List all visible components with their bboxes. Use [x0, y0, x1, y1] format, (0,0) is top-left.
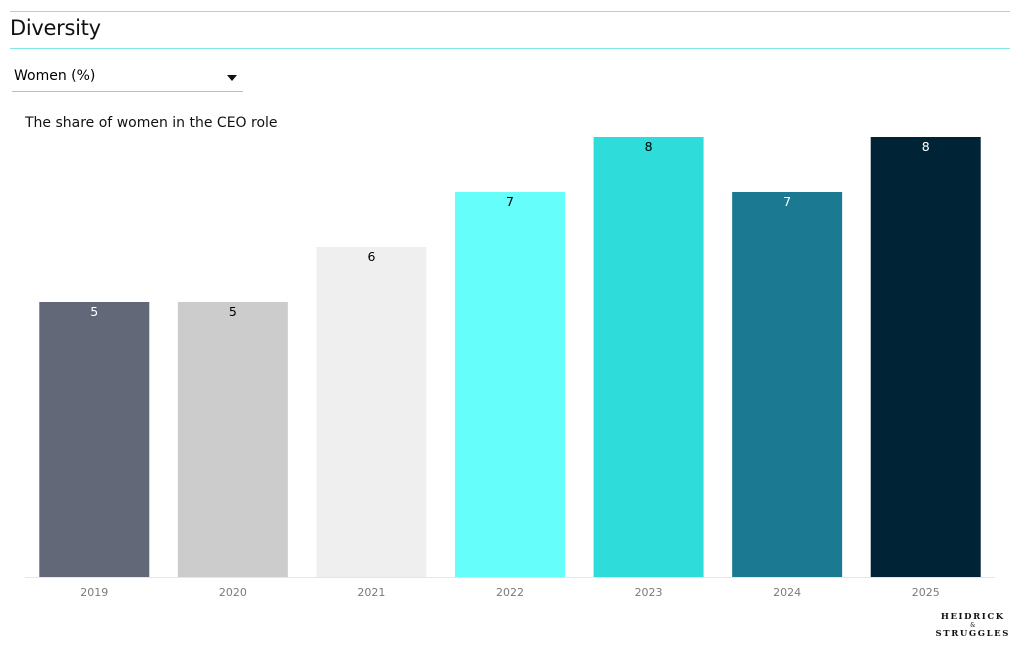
bar-2021[interactable]	[316, 247, 427, 577]
bar-2024[interactable]	[732, 192, 843, 577]
data-label-2021: 6	[367, 249, 375, 264]
data-label-2022: 7	[506, 194, 514, 209]
data-label-2025: 8	[922, 139, 930, 154]
logo-line-1: HEIDRICK	[940, 612, 1005, 622]
title-divider	[10, 48, 1010, 49]
data-label-2023: 8	[645, 139, 653, 154]
x-tick-label-2025: 2025	[912, 586, 940, 599]
metric-dropdown[interactable]: Women (%)	[12, 66, 243, 92]
section-title: Diversity	[10, 16, 101, 40]
caret-down-icon	[227, 75, 237, 81]
chart-title: The share of women in the CEO role	[25, 115, 278, 131]
x-tick-label-2020: 2020	[219, 586, 247, 599]
top-divider	[10, 11, 1010, 12]
heidrick-struggles-logo: HEIDRICK & STRUGGLES	[936, 613, 1010, 638]
bar-2022[interactable]	[455, 192, 565, 577]
bar-2020[interactable]	[177, 302, 288, 577]
bar-2025[interactable]	[870, 137, 981, 577]
data-label-2019: 5	[90, 304, 98, 319]
logo-line-2: &	[970, 621, 976, 629]
x-tick-label-2022: 2022	[496, 586, 524, 599]
x-tick-label-2021: 2021	[357, 586, 385, 599]
x-tick-label-2019: 2019	[80, 586, 108, 599]
bar-2019[interactable]	[39, 302, 150, 577]
logo-line-3: STRUGGLES	[935, 628, 1010, 639]
x-tick-label-2023: 2023	[635, 586, 663, 599]
metric-dropdown-value: Women (%)	[14, 68, 96, 84]
bar-2023[interactable]	[593, 137, 704, 577]
data-label-2024: 7	[783, 194, 791, 209]
data-label-2020: 5	[229, 304, 237, 319]
x-tick-label-2024: 2024	[773, 586, 801, 599]
